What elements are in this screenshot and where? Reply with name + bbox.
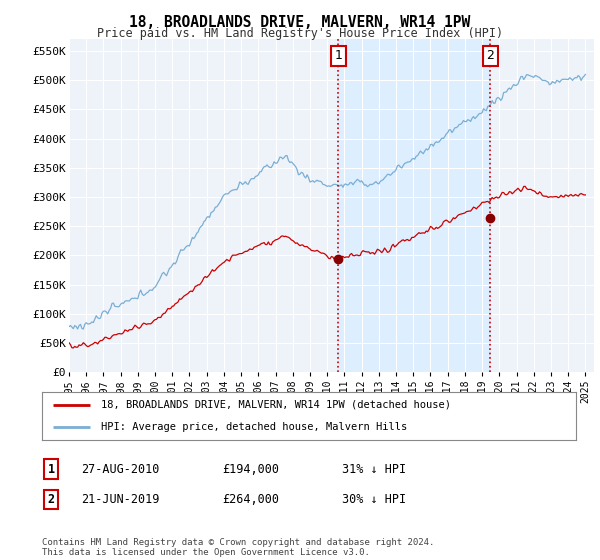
Bar xyxy=(338,39,490,372)
Text: Contains HM Land Registry data © Crown copyright and database right 2024.
This d: Contains HM Land Registry data © Crown c… xyxy=(42,538,434,557)
Text: Price paid vs. HM Land Registry's House Price Index (HPI): Price paid vs. HM Land Registry's House … xyxy=(97,27,503,40)
Text: 31% ↓ HPI: 31% ↓ HPI xyxy=(342,463,406,476)
Text: 2: 2 xyxy=(47,493,55,506)
Text: 1: 1 xyxy=(47,463,55,476)
Text: 30% ↓ HPI: 30% ↓ HPI xyxy=(342,493,406,506)
Text: HPI: Average price, detached house, Malvern Hills: HPI: Average price, detached house, Malv… xyxy=(101,422,407,432)
Text: 18, BROADLANDS DRIVE, MALVERN, WR14 1PW: 18, BROADLANDS DRIVE, MALVERN, WR14 1PW xyxy=(130,15,470,30)
Text: 27-AUG-2010: 27-AUG-2010 xyxy=(81,463,160,476)
Text: 1: 1 xyxy=(334,49,343,62)
Text: 21-JUN-2019: 21-JUN-2019 xyxy=(81,493,160,506)
Text: 18, BROADLANDS DRIVE, MALVERN, WR14 1PW (detached house): 18, BROADLANDS DRIVE, MALVERN, WR14 1PW … xyxy=(101,400,451,410)
Text: £264,000: £264,000 xyxy=(222,493,279,506)
Text: 2: 2 xyxy=(486,49,494,62)
Text: £194,000: £194,000 xyxy=(222,463,279,476)
